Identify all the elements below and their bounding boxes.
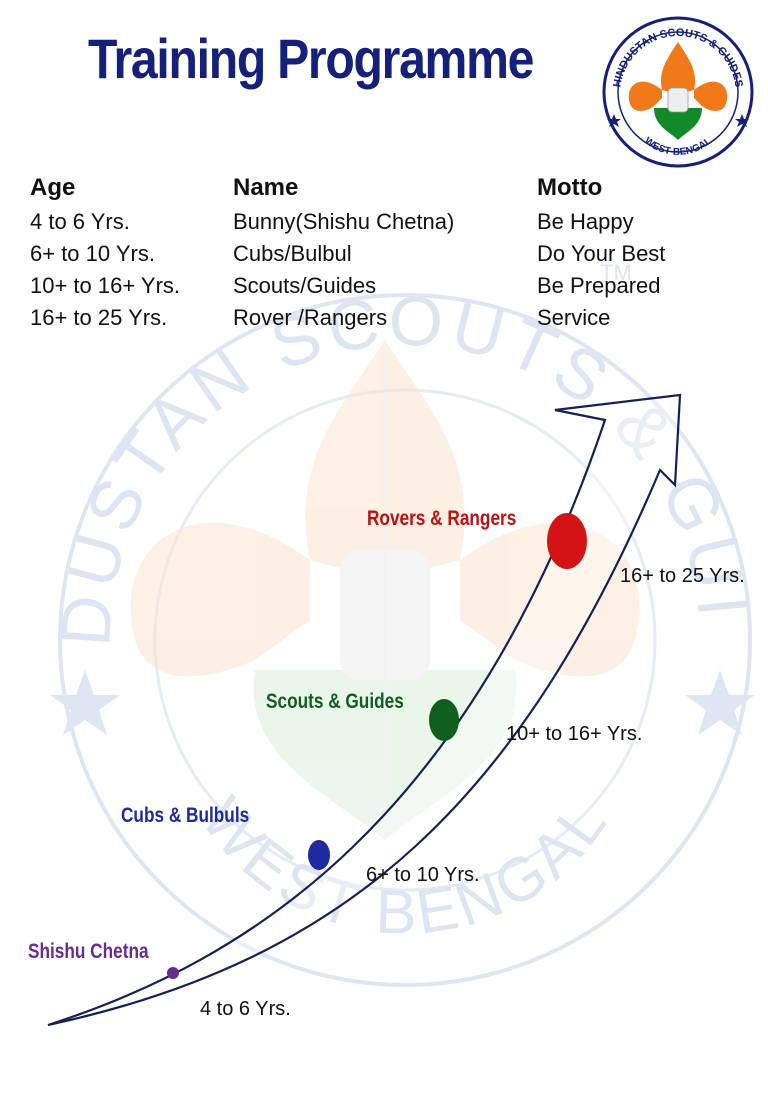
logo-star-right-icon [735,114,749,127]
row-motto: Be Happy [537,209,634,234]
logo-star-left-icon [607,114,621,127]
stage-label-cubs: Cubs & Bulbuls [121,804,250,827]
row-name: Scouts/Guides [233,273,377,298]
row-age: 4 to 6 Yrs. [30,209,130,234]
stage-age-cubs: 6+ to 10 Yrs. [366,864,480,886]
row-age: 10+ to 16+ Yrs. [30,273,181,298]
stage-label-rovers: Rovers & Rangers [367,507,517,530]
row-motto: Be Prepared [537,273,661,298]
page-title: Training Programme [88,27,534,90]
row-age: 16+ to 25 Yrs. [30,305,168,330]
watermark-star-right-icon [685,670,755,735]
watermark-emblem: HINDUSTAN SCOUTS & GUIDES WEST BENGAL TM [40,240,757,987]
header-age: Age [30,174,76,201]
progression-arrow [47,393,682,1027]
row-name: Bunny(Shishu Chetna) [233,209,455,234]
header-motto: Motto [537,174,603,201]
row-motto: Do Your Best [537,241,666,266]
header-name: Name [233,174,299,201]
stage-age-rovers: 16+ to 25 Yrs. [620,565,745,587]
watermark-star-left-icon [50,670,120,735]
watermark-tm: TM [600,260,632,285]
row-age: 6+ to 10 Yrs. [30,241,155,266]
row-name: Rover /Rangers [233,305,388,330]
row-name: Cubs/Bulbul [233,241,352,266]
stage-dot-shishu [167,967,179,979]
stage-dot-scouts [429,699,459,741]
stage-age-shishu: 4 to 6 Yrs. [200,998,291,1020]
stage-age-scouts: 10+ to 16+ Yrs. [506,723,643,745]
progression-arrow-diagram [47,393,682,1027]
stage-dot-cubs [308,840,330,870]
row-motto: Service [537,305,611,330]
stage-label-shishu: Shishu Chetna [28,940,149,963]
scouts-guides-logo: HINDUSTAN SCOUTS & GUIDES WEST BENGAL [602,16,754,168]
stage-dot-rovers [547,513,587,569]
stage-label-scouts: Scouts & Guides [266,690,404,713]
